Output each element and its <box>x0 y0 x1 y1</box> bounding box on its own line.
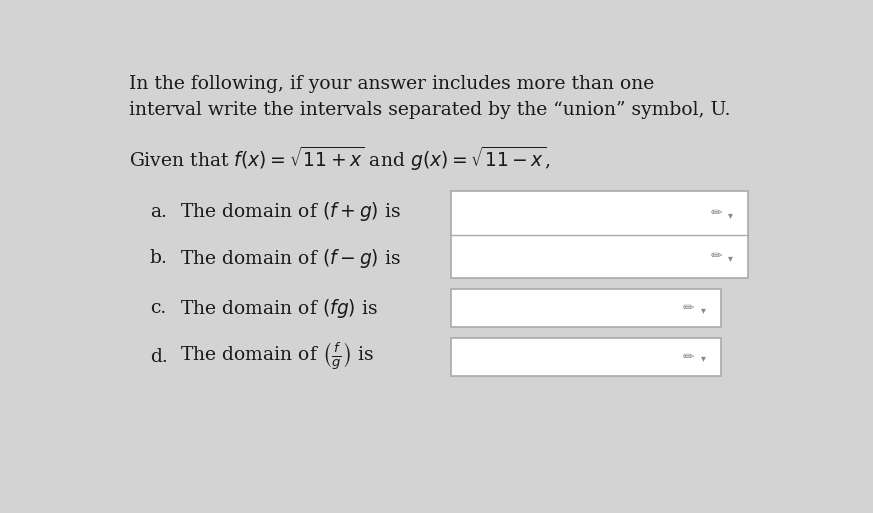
Text: interval write the intervals separated by the “union” symbol, U.: interval write the intervals separated b… <box>129 101 731 119</box>
Text: The domain of $(f+g)$ is: The domain of $(f+g)$ is <box>180 200 401 223</box>
Text: Given that $f(x) = \sqrt{11+x}$ and $g(x) = \sqrt{11-x}$,: Given that $f(x) = \sqrt{11+x}$ and $g(x… <box>129 145 551 173</box>
Text: The domain of $(f-g)$ is: The domain of $(f-g)$ is <box>180 247 401 270</box>
Text: ▾: ▾ <box>728 210 733 220</box>
Text: ▾: ▾ <box>728 253 733 263</box>
Text: ▾: ▾ <box>701 353 706 364</box>
Text: c.: c. <box>150 299 166 317</box>
Text: In the following, if your answer includes more than one: In the following, if your answer include… <box>129 75 655 93</box>
Text: a.: a. <box>150 203 167 221</box>
FancyBboxPatch shape <box>450 338 721 376</box>
Text: The domain of $\left(\frac{f}{g}\right)$ is: The domain of $\left(\frac{f}{g}\right)$… <box>180 341 375 372</box>
Text: ✏: ✏ <box>711 249 722 263</box>
FancyBboxPatch shape <box>450 289 721 327</box>
FancyBboxPatch shape <box>450 191 748 278</box>
Text: b.: b. <box>150 249 168 267</box>
Text: ✏: ✏ <box>684 301 695 315</box>
Text: d.: d. <box>150 348 168 366</box>
Text: ✏: ✏ <box>684 350 695 364</box>
Text: The domain of $(fg)$ is: The domain of $(fg)$ is <box>180 297 378 320</box>
Text: ▾: ▾ <box>701 305 706 315</box>
Text: ✏: ✏ <box>711 206 722 220</box>
